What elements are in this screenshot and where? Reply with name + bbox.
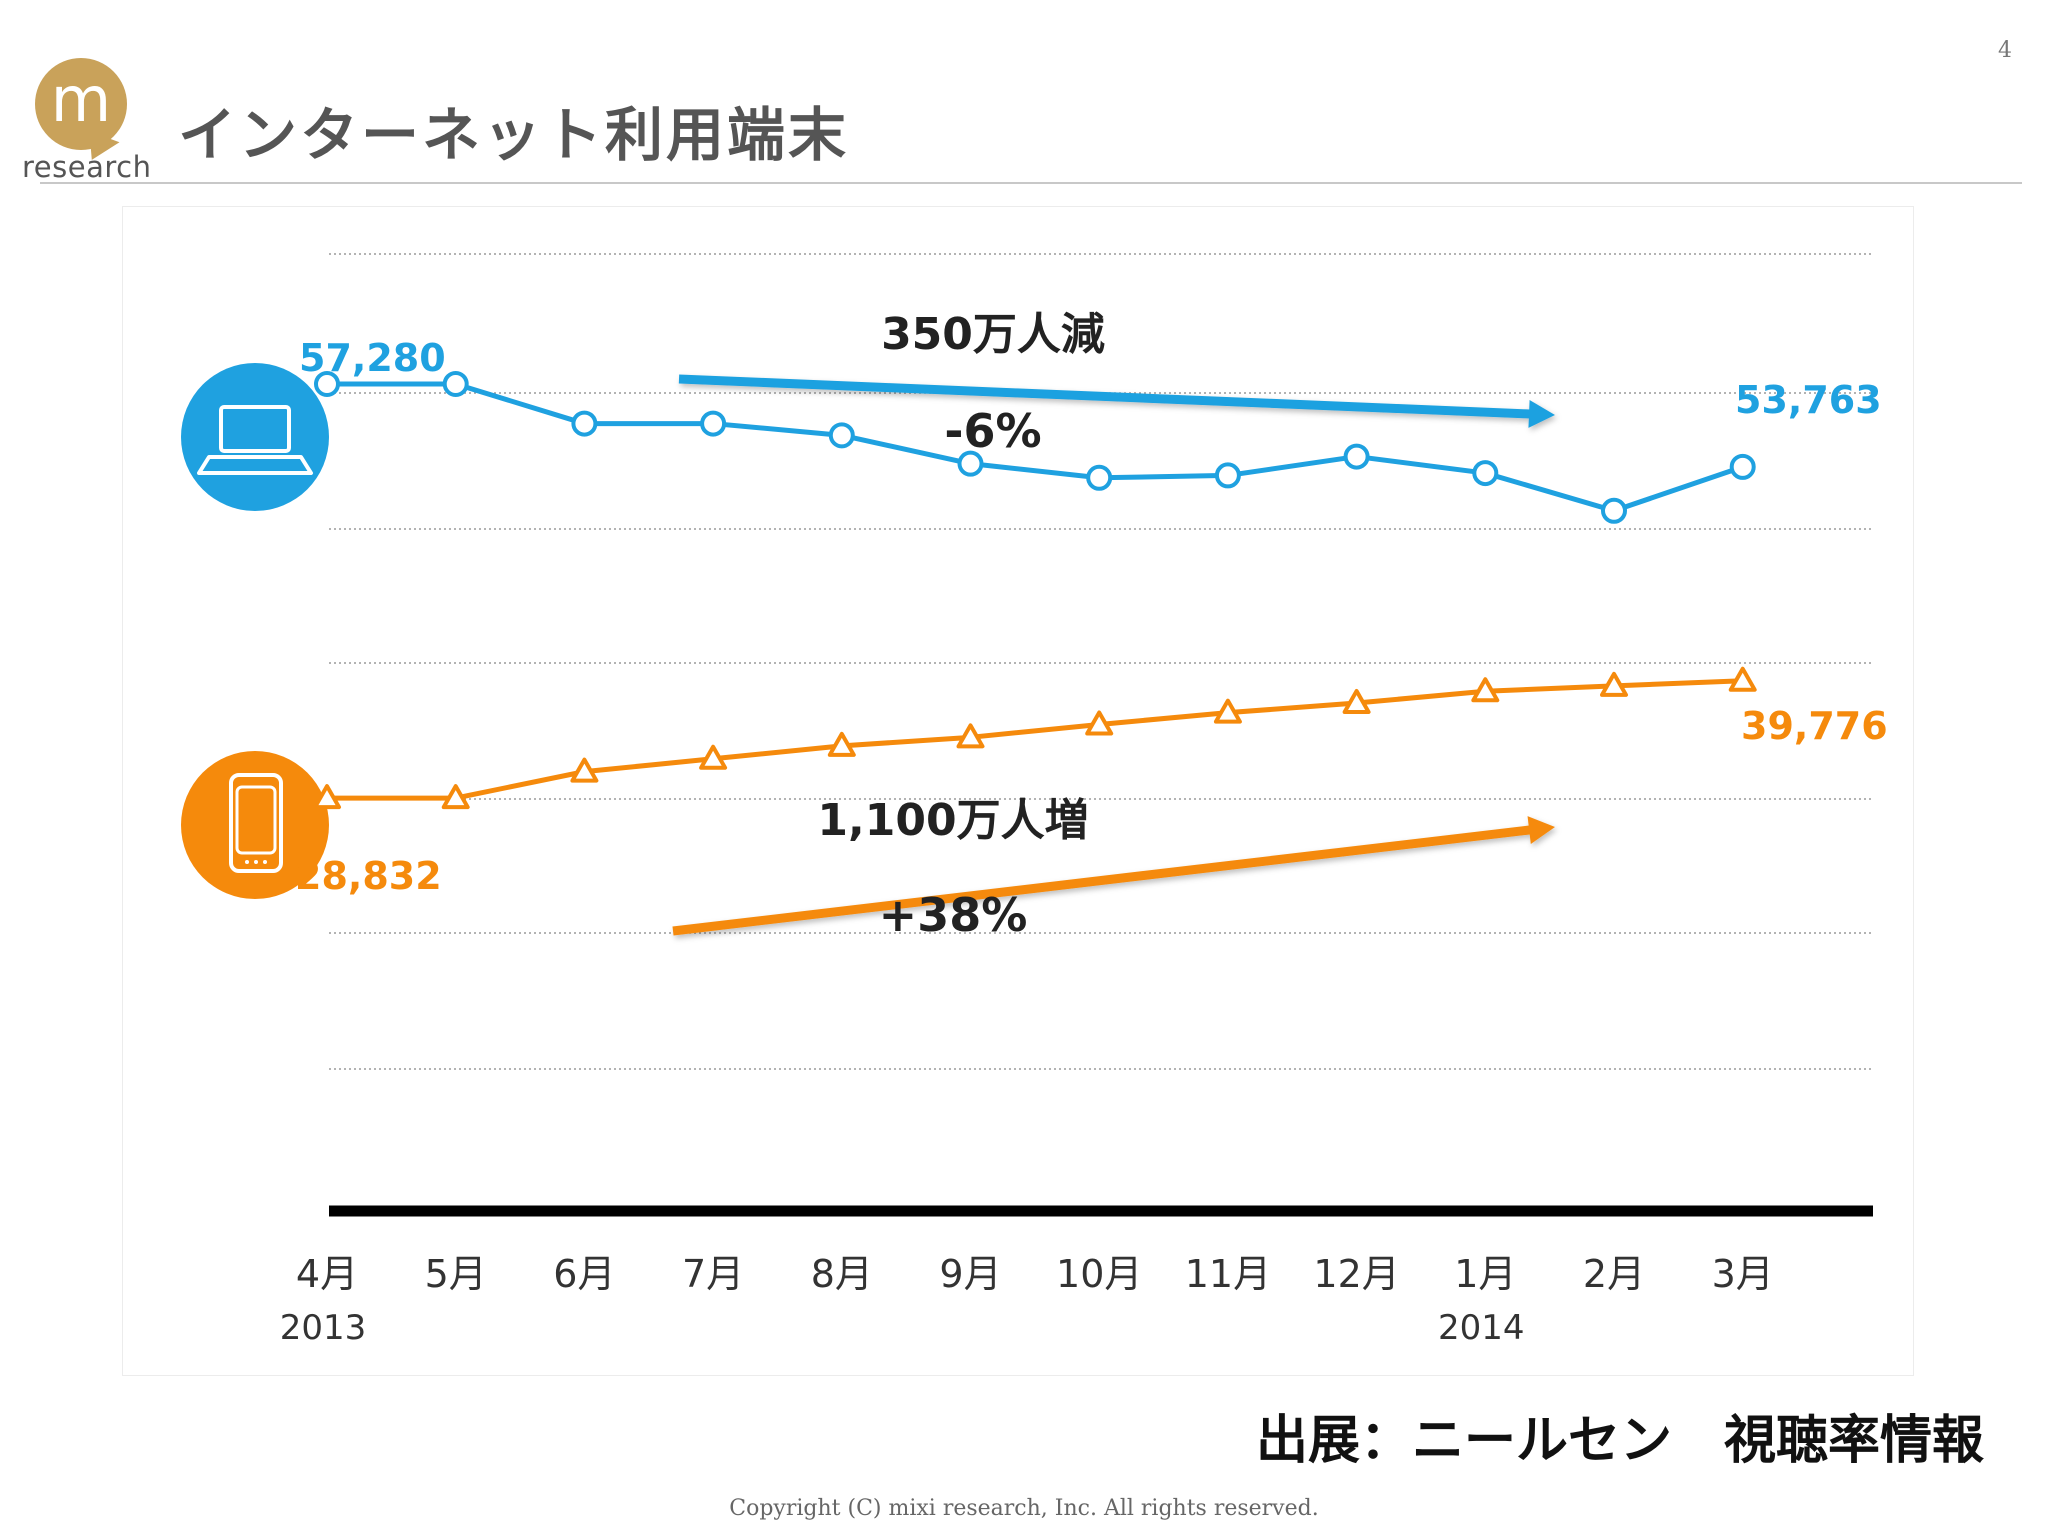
x-tick-label: 3月 xyxy=(1712,1252,1774,1296)
series-icons xyxy=(181,363,329,899)
x-tick-label: 9月 xyxy=(939,1252,1001,1296)
x-tick-label: 12月 xyxy=(1313,1252,1399,1296)
smartphone-trend-label: 1,100万人増 xyxy=(817,795,1088,846)
trend-arrow-head xyxy=(1528,399,1555,428)
data-point xyxy=(1729,453,1756,480)
x-axis: 4月 5月 6月 7月 8月 9月 10月 11月 12月 1月 2月 3月 2013 2014 xyxy=(280,1252,1774,1348)
pc-end-label: 53,763 xyxy=(1735,378,1882,422)
data-point xyxy=(570,757,599,783)
x-year-label: 2014 xyxy=(1438,1308,1525,1348)
data-point xyxy=(700,410,727,437)
logo-letter: m xyxy=(50,63,112,136)
data-point xyxy=(1600,671,1628,697)
data-point xyxy=(441,784,470,810)
pc-change-label: -6% xyxy=(944,404,1041,458)
trend-arrow-head xyxy=(1527,816,1555,844)
pc-trend-arrow xyxy=(678,374,1555,428)
page-number: 4 xyxy=(1998,38,2012,63)
x-tick-label: 11月 xyxy=(1185,1252,1271,1296)
laptop-base xyxy=(197,455,313,475)
smartphone-end-label: 39,776 xyxy=(1741,704,1888,748)
phone-button xyxy=(263,860,267,864)
smartphone-trend-arrow xyxy=(672,816,1555,936)
smartphone-icon xyxy=(181,751,329,899)
pc-trend-label: 350万人減 xyxy=(881,309,1105,360)
phone-button xyxy=(254,860,258,864)
page-title: インターネット利用端末 xyxy=(178,101,850,169)
title-divider xyxy=(40,182,2022,184)
data-point xyxy=(1214,462,1241,489)
logo-circle xyxy=(35,58,127,150)
x-tick-label: 5月 xyxy=(425,1252,487,1296)
data-point xyxy=(1601,497,1627,524)
chart-labels: 57,280 53,763 350万人減 -6% 28,832 39,776 1,100万人… xyxy=(295,309,1888,942)
data-point xyxy=(314,370,340,397)
data-point xyxy=(957,450,984,477)
logo-text: research xyxy=(22,150,152,184)
data-point xyxy=(1342,689,1371,715)
copyright-footer: Copyright (C) mixi research, Inc. All ri… xyxy=(729,1496,1319,1521)
data-point xyxy=(1343,443,1370,470)
series-line-0 xyxy=(327,381,1744,514)
data-point xyxy=(1472,460,1499,487)
data-point xyxy=(442,370,469,397)
laptop-icon xyxy=(181,363,329,511)
x-tick-label: 8月 xyxy=(811,1252,873,1296)
smartphone-icon-background xyxy=(181,751,329,899)
data-point xyxy=(1471,677,1500,703)
data-point xyxy=(956,723,985,749)
data-point xyxy=(1086,464,1113,491)
x-tick-label: 2月 xyxy=(1583,1252,1645,1296)
data-point xyxy=(1213,698,1242,724)
pc-icon-background xyxy=(181,363,329,511)
data-point xyxy=(827,731,856,757)
data-point xyxy=(313,784,341,810)
line-chart: 57,280 53,763 350万人減 -6% 28,832 39,776 1,100万人… xyxy=(181,253,1888,1348)
x-tick-label: 6月 xyxy=(553,1252,615,1296)
smartphone-start-label: 28,832 xyxy=(295,854,442,898)
chart-frame: 57,280 53,763 350万人減 -6% 28,832 39,776 1,100万人… xyxy=(122,206,1914,1376)
source-note: 出展：ニールセン 視聴率情報 xyxy=(1256,1410,1985,1471)
x-year-label: 2013 xyxy=(280,1308,367,1348)
x-tick-label: 7月 xyxy=(682,1252,744,1296)
data-point xyxy=(699,744,728,770)
data-point xyxy=(571,410,598,437)
phone-button xyxy=(245,860,249,864)
trend-arrows xyxy=(672,374,1555,936)
laptop-screen xyxy=(219,405,291,453)
x-tick-label: 1月 xyxy=(1454,1252,1516,1296)
data-point xyxy=(1085,710,1114,736)
x-tick-label: 10月 xyxy=(1056,1252,1142,1296)
pc-start-label: 57,280 xyxy=(299,336,446,380)
mixi-research-logo: m research xyxy=(20,58,151,188)
x-tick-label: 4月 xyxy=(296,1252,358,1296)
series-line-1 xyxy=(327,678,1743,801)
data-point xyxy=(828,422,855,449)
trend-arrow-shaft xyxy=(672,824,1538,936)
data-point xyxy=(1728,666,1757,692)
phone-screen xyxy=(235,785,277,855)
smartphone-change-label: +38% xyxy=(879,888,1028,942)
phone-body xyxy=(229,773,283,873)
chart-grid xyxy=(329,253,1873,1217)
chart-series xyxy=(313,370,1757,810)
trend-arrow-shaft xyxy=(678,374,1538,419)
